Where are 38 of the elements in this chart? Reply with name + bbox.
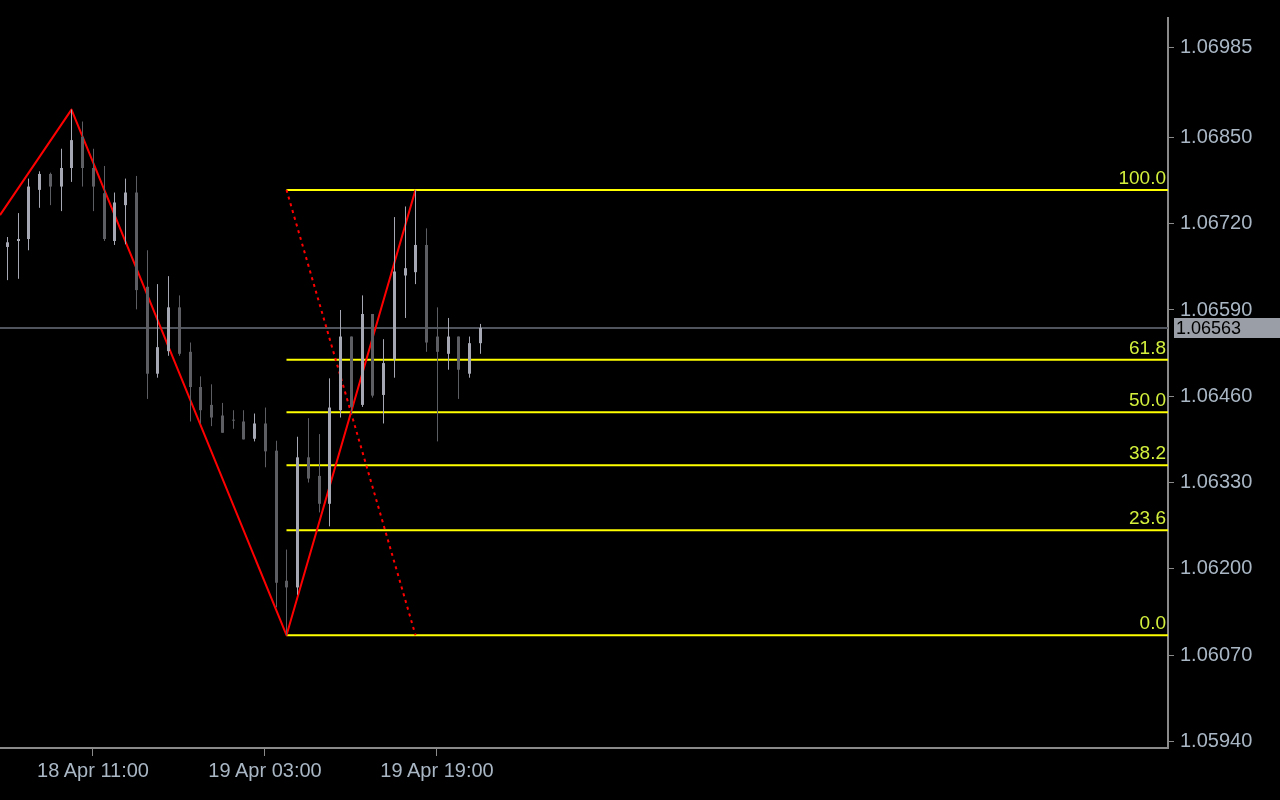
candlestick [285,549,288,636]
candlestick [49,172,52,206]
candlestick [479,323,482,355]
candlestick [242,409,245,440]
annotation: 50.0 [1129,388,1166,410]
y-tick-label: 1.06850 [1180,124,1253,147]
annotation: 0.0 [1139,611,1166,633]
candlestick [221,402,224,434]
candlestick [60,148,63,212]
y-tick-label: 1.06070 [1180,642,1253,665]
y-tick-label: 1.06720 [1180,211,1253,234]
candlestick [436,306,439,442]
x-tick-label: 19 Apr 03:00 [208,758,322,781]
y-tick-label: 1.06200 [1180,556,1253,579]
annotation: 38.2 [1129,442,1166,464]
annotation: 23.6 [1129,507,1166,529]
x-tick-label: 19 Apr 19:00 [380,758,494,781]
candlestick [38,170,41,209]
candlestick [92,148,95,212]
candlestick [17,212,20,280]
candlestick [6,236,9,281]
y-tick-label: 1.06460 [1180,383,1253,406]
candlestick [307,417,310,484]
candlestick [404,205,407,319]
ref-line-label: 1.06563 [1176,317,1242,338]
x-tick-label: 18 Apr 11:00 [37,758,149,781]
candlestick [199,375,202,424]
candlestick [210,383,213,427]
candlestick [447,317,450,371]
y-tick-label: 1.05940 [1180,728,1253,751]
y-tick-label: 1.06590 [1180,297,1253,320]
y-tick-label: 1.06330 [1180,470,1253,493]
candlestick [253,413,256,442]
candlestick [231,409,236,430]
annotation: 61.8 [1129,336,1166,358]
annotation: 100.0 [1118,166,1166,188]
y-tick-label: 1.06985 [1180,35,1253,58]
candlestick [124,178,127,245]
